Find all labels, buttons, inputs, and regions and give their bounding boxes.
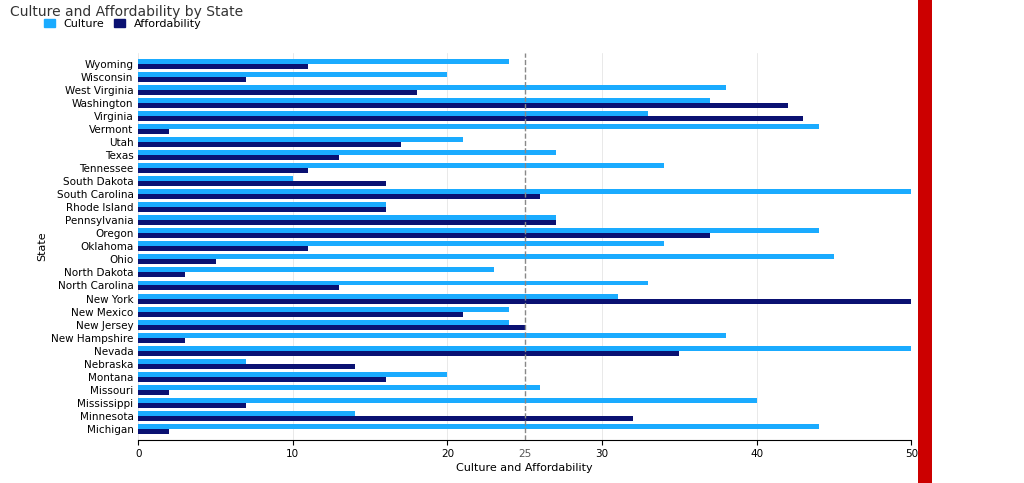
Bar <box>138 189 911 194</box>
Bar <box>138 129 169 134</box>
Bar <box>138 116 803 121</box>
Bar <box>138 429 169 434</box>
X-axis label: Culture and Affordability: Culture and Affordability <box>457 463 593 473</box>
Bar <box>138 285 339 290</box>
Bar <box>138 150 556 155</box>
Bar <box>138 246 308 251</box>
Bar <box>138 202 386 207</box>
Bar <box>138 351 680 355</box>
Text: Culture and Affordability by State: Culture and Affordability by State <box>10 5 244 19</box>
Bar <box>138 377 386 382</box>
Bar <box>138 411 354 416</box>
Bar <box>138 233 711 238</box>
Bar <box>138 416 633 421</box>
Bar <box>138 58 509 64</box>
Bar <box>138 98 711 103</box>
Bar <box>138 307 509 312</box>
Text: 25: 25 <box>518 449 531 459</box>
Bar <box>138 90 417 95</box>
Bar <box>138 298 911 303</box>
Bar <box>138 320 509 325</box>
Bar <box>138 259 216 264</box>
Bar <box>138 103 787 108</box>
Bar <box>138 268 494 272</box>
Legend: Culture, Affordability: Culture, Affordability <box>40 14 206 33</box>
Bar <box>138 194 541 199</box>
Bar <box>138 372 447 377</box>
Bar <box>138 215 556 220</box>
Bar <box>138 346 911 351</box>
Bar <box>138 155 339 160</box>
Bar <box>138 424 818 429</box>
Bar <box>138 390 169 395</box>
Bar <box>138 325 524 329</box>
Bar <box>138 220 556 225</box>
Bar <box>138 163 664 168</box>
Bar <box>138 124 818 129</box>
Bar <box>138 272 184 277</box>
Bar <box>138 207 386 212</box>
Bar <box>138 385 541 390</box>
Bar <box>138 364 354 369</box>
Bar <box>138 137 463 142</box>
Bar <box>138 359 247 364</box>
Bar <box>138 77 247 82</box>
Bar <box>138 333 726 338</box>
Bar <box>138 64 308 69</box>
Bar <box>138 281 648 285</box>
Bar <box>138 294 617 298</box>
Bar <box>138 168 308 173</box>
Bar <box>138 338 184 342</box>
Y-axis label: State: State <box>37 231 47 261</box>
Bar <box>138 71 447 77</box>
Bar <box>138 255 834 259</box>
Bar <box>138 85 726 90</box>
Bar <box>138 111 648 116</box>
Bar <box>138 312 463 316</box>
Bar <box>138 403 247 408</box>
Bar <box>138 242 664 246</box>
Bar <box>138 398 757 403</box>
Bar <box>138 228 818 233</box>
Bar <box>138 142 401 147</box>
Bar <box>138 176 293 181</box>
Bar <box>138 181 386 186</box>
